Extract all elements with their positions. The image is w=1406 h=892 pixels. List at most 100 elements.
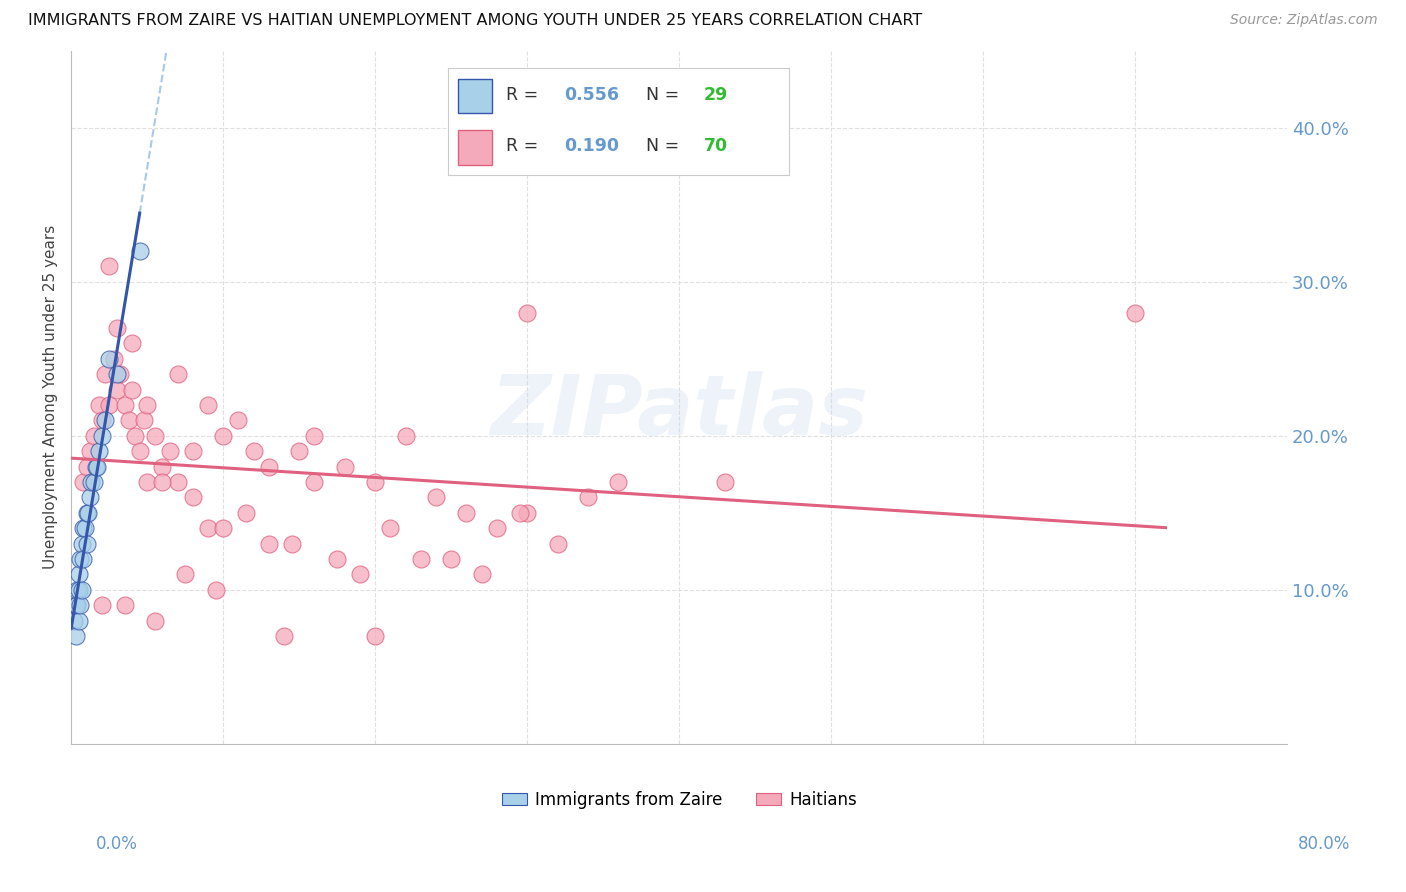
Point xyxy=(288,444,311,458)
Text: Source: ZipAtlas.com: Source: ZipAtlas.com xyxy=(1230,13,1378,28)
Point xyxy=(121,383,143,397)
Point xyxy=(395,429,418,443)
Point xyxy=(114,398,136,412)
Point xyxy=(76,536,98,550)
Point xyxy=(713,475,735,489)
Point xyxy=(364,475,387,489)
Point xyxy=(90,413,112,427)
Point xyxy=(174,567,197,582)
Point xyxy=(76,459,98,474)
Point xyxy=(94,367,117,381)
Point xyxy=(79,444,101,458)
Legend: Immigrants from Zaire, Haitians: Immigrants from Zaire, Haitians xyxy=(495,784,863,815)
Point xyxy=(87,444,110,458)
Point xyxy=(90,599,112,613)
Point xyxy=(516,305,538,319)
Point xyxy=(98,351,121,366)
Point xyxy=(456,506,478,520)
Point xyxy=(72,475,94,489)
Point xyxy=(136,475,159,489)
Point xyxy=(121,336,143,351)
Point xyxy=(118,413,141,427)
Point xyxy=(159,444,181,458)
Point xyxy=(84,459,107,474)
Point xyxy=(66,582,89,597)
Point xyxy=(440,552,463,566)
Point xyxy=(349,567,371,582)
Point xyxy=(72,521,94,535)
Y-axis label: Unemployment Among Youth under 25 years: Unemployment Among Youth under 25 years xyxy=(44,225,58,569)
Point xyxy=(108,367,131,381)
Point xyxy=(65,629,87,643)
Point xyxy=(181,444,204,458)
Point xyxy=(409,552,432,566)
Point xyxy=(105,321,128,335)
Point xyxy=(181,491,204,505)
Point xyxy=(80,475,103,489)
Point xyxy=(76,506,98,520)
Point xyxy=(134,413,156,427)
Point xyxy=(66,599,89,613)
Text: IMMIGRANTS FROM ZAIRE VS HAITIAN UNEMPLOYMENT AMONG YOUTH UNDER 25 YEARS CORRELA: IMMIGRANTS FROM ZAIRE VS HAITIAN UNEMPLO… xyxy=(28,13,922,29)
Point xyxy=(273,629,295,643)
Point xyxy=(124,429,146,443)
Point xyxy=(212,521,235,535)
Point xyxy=(105,383,128,397)
Point xyxy=(70,582,93,597)
Point xyxy=(77,506,100,520)
Point xyxy=(86,459,108,474)
Point xyxy=(166,367,188,381)
Point xyxy=(509,506,531,520)
Point xyxy=(143,429,166,443)
Point xyxy=(136,398,159,412)
Point xyxy=(152,459,174,474)
Point xyxy=(257,459,280,474)
Point xyxy=(607,475,630,489)
Point xyxy=(79,491,101,505)
Point xyxy=(197,521,219,535)
Point xyxy=(257,536,280,550)
Point xyxy=(380,521,402,535)
Point xyxy=(83,475,105,489)
Point xyxy=(94,413,117,427)
Point xyxy=(485,521,508,535)
Point xyxy=(73,521,96,535)
Point xyxy=(114,599,136,613)
Point xyxy=(304,475,326,489)
Point xyxy=(83,429,105,443)
Point xyxy=(235,506,257,520)
Point xyxy=(67,582,90,597)
Point xyxy=(128,444,150,458)
Point xyxy=(152,475,174,489)
Point xyxy=(425,491,447,505)
Point xyxy=(87,398,110,412)
Point xyxy=(228,413,250,427)
Point xyxy=(242,444,264,458)
Text: 0.0%: 0.0% xyxy=(96,835,138,853)
Point xyxy=(63,614,86,628)
Point xyxy=(280,536,302,550)
Point xyxy=(364,629,387,643)
Point xyxy=(69,599,91,613)
Point xyxy=(212,429,235,443)
Text: 80.0%: 80.0% xyxy=(1298,835,1350,853)
Point xyxy=(204,582,226,597)
Point xyxy=(326,552,349,566)
Point xyxy=(98,260,121,274)
Point xyxy=(103,351,125,366)
Point xyxy=(166,475,188,489)
Point xyxy=(67,614,90,628)
Point xyxy=(304,429,326,443)
Point xyxy=(576,491,599,505)
Point xyxy=(547,536,569,550)
Text: ZIPatlas: ZIPatlas xyxy=(491,371,868,451)
Point xyxy=(72,552,94,566)
Point xyxy=(516,506,538,520)
Point xyxy=(69,552,91,566)
Point xyxy=(70,536,93,550)
Point xyxy=(65,599,87,613)
Point xyxy=(197,398,219,412)
Point xyxy=(98,398,121,412)
Point xyxy=(1123,305,1146,319)
Point xyxy=(333,459,356,474)
